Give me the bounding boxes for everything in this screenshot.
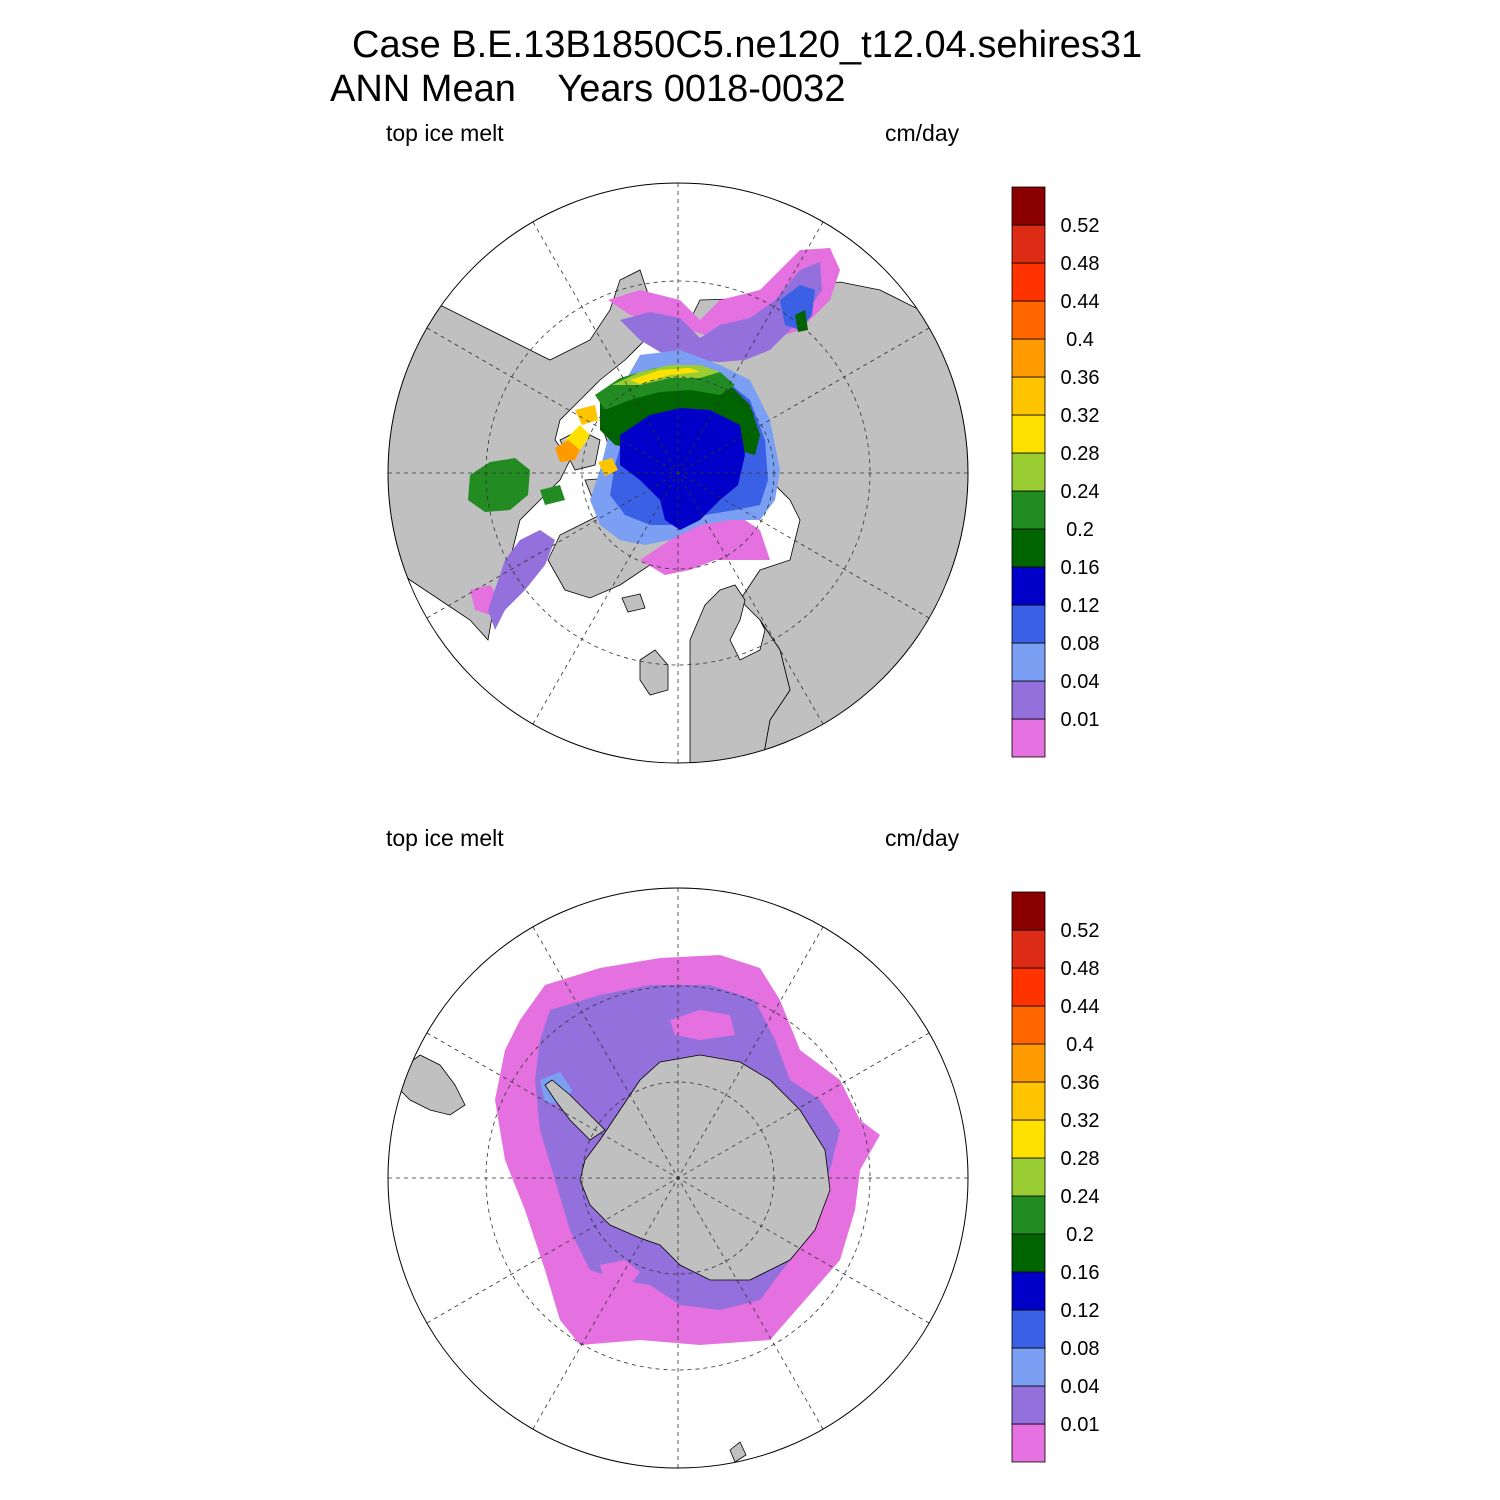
north-ice-melt-field — [468, 248, 840, 630]
south-colorbar-label: 0.16 — [1061, 1262, 1100, 1284]
north-colorbar-label: 0.16 — [1061, 557, 1100, 579]
south-colorbar-box-8 — [1011, 1119, 1046, 1159]
south-colorbar-label: 0.28 — [1061, 1148, 1100, 1170]
north-colorbar-box-7 — [1011, 452, 1046, 492]
north-colorbar-label: 0.4 — [1066, 329, 1094, 351]
south-colorbar-label: 0.52 — [1061, 920, 1100, 942]
north-colorbar-box-5 — [1011, 528, 1046, 568]
south-colorbar-label: 0.36 — [1061, 1072, 1100, 1094]
north-colorbar-box-4 — [1011, 566, 1046, 606]
north-colorbar-box-12 — [1011, 262, 1046, 302]
south-colorbar-box-6 — [1011, 1195, 1046, 1235]
south-variable-label: top ice melt — [386, 825, 504, 851]
north-polar-map — [387, 182, 969, 764]
south-colorbar-label: 0.12 — [1061, 1300, 1100, 1322]
south-colorbar-box-10 — [1011, 1043, 1046, 1083]
south-colorbar-label: 0.01 — [1061, 1414, 1100, 1436]
north-colorbar-label: 0.08 — [1061, 633, 1100, 655]
north-colorbar-label: 0.36 — [1061, 367, 1100, 389]
north-colorbar-box-3 — [1011, 604, 1046, 644]
north-colorbar-label: 0.12 — [1061, 595, 1100, 617]
north-colorbar-label: 0.48 — [1061, 253, 1100, 275]
figure-title: Case B.E.13B1850C5.ne120_t12.04.sehires3… — [352, 24, 1143, 66]
north-colorbar-label: 0.32 — [1061, 405, 1100, 427]
north-colorbar-label: 0.44 — [1061, 291, 1100, 313]
south-colorbar-box-11 — [1011, 1005, 1046, 1045]
north-colorbar-box-9 — [1011, 376, 1046, 416]
south-colorbar-box-2 — [1011, 1347, 1046, 1387]
south-colorbar-label: 0.44 — [1061, 996, 1100, 1018]
south-graticule — [388, 888, 968, 1468]
north-ice-band-0p4-orange — [555, 440, 580, 462]
north-colorbar-box-2 — [1011, 642, 1046, 682]
south-colorbar-label: 0.08 — [1061, 1338, 1100, 1360]
north-colorbar-box-6 — [1011, 490, 1046, 530]
south-colorbar-box-14 — [1011, 891, 1046, 931]
south-colorbar-box-3 — [1011, 1309, 1046, 1349]
south-colorbar-label: 0.4 — [1066, 1034, 1094, 1056]
south-colorbar-label: 0.24 — [1061, 1186, 1100, 1208]
north-colorbar-box-14 — [1011, 186, 1046, 226]
south-america — [399, 1054, 466, 1116]
antarctica — [579, 1054, 831, 1281]
north-colorbar-label: 0.01 — [1061, 709, 1100, 731]
south-land — [399, 1054, 831, 1463]
south-colorbar-label: 0.2 — [1066, 1224, 1094, 1246]
south-colorbar-box-9 — [1011, 1081, 1046, 1121]
south-colorbar: 0.01 0.04 0.08 0.12 0.16 0.2 0.24 0.28 0.32 0.36 0… — [1011, 891, 1100, 1463]
north-colorbar-label: 0.28 — [1061, 443, 1100, 465]
north-colorbar-box-10 — [1011, 338, 1046, 378]
south-polar-map — [387, 887, 969, 1469]
north-colorbar-label: 0.24 — [1061, 481, 1100, 503]
figure-subtitle: ANN Mean Years 0018-0032 — [330, 68, 846, 110]
north-colorbar-box-1 — [1011, 680, 1046, 720]
north-colorbar-label: 0.52 — [1061, 215, 1100, 237]
south-colorbar-box-13 — [1011, 929, 1046, 969]
north-colorbar: 0.01 0.04 0.08 0.12 0.16 0.2 0.24 0.28 0.32 0.36 0… — [1011, 186, 1100, 758]
north-colorbar-box-8 — [1011, 414, 1046, 454]
south-colorbar-box-12 — [1011, 967, 1046, 1007]
south-colorbar-label: 0.04 — [1061, 1376, 1100, 1398]
south-units-label: cm/day — [885, 825, 960, 851]
south-colorbar-box-5 — [1011, 1233, 1046, 1273]
north-colorbar-box-13 — [1011, 224, 1046, 264]
north-colorbar-box-11 — [1011, 300, 1046, 340]
south-colorbar-label: 0.32 — [1061, 1110, 1100, 1132]
south-colorbar-box-4 — [1011, 1271, 1046, 1311]
north-units-label: cm/day — [885, 120, 960, 146]
south-colorbar-box-0 — [1011, 1423, 1046, 1463]
north-colorbar-box-0 — [1011, 718, 1046, 758]
north-ice-band-0p04-purple — [620, 262, 822, 362]
north-variable-label: top ice melt — [386, 120, 504, 146]
south-colorbar-box-7 — [1011, 1157, 1046, 1197]
south-colorbar-label: 0.48 — [1061, 958, 1100, 980]
north-colorbar-label: 0.04 — [1061, 671, 1100, 693]
south-colorbar-box-1 — [1011, 1385, 1046, 1425]
north-ice-band-0p16-darkblue — [620, 408, 745, 530]
north-graticule — [388, 183, 968, 763]
north-colorbar-label: 0.2 — [1066, 519, 1094, 541]
